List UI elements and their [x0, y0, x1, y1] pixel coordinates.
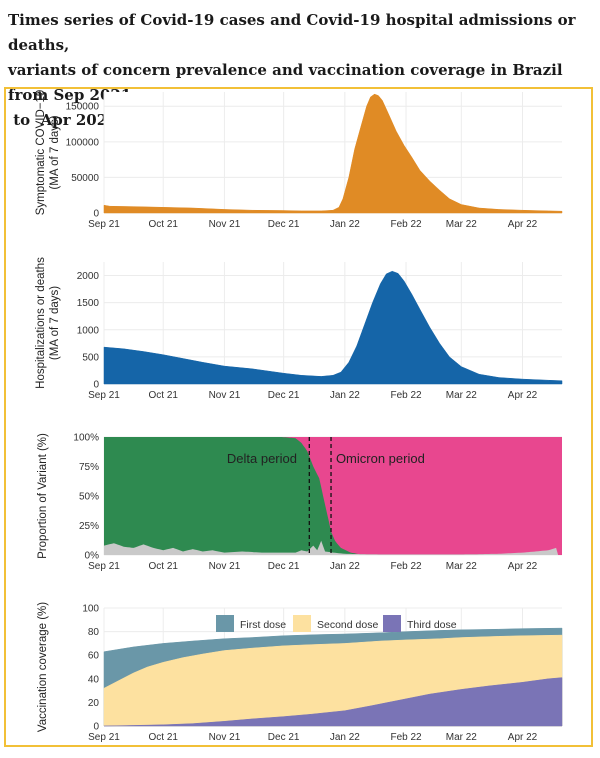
chart-cases: 0 50000 100000 150000 Sep 21 Oct 21 Nov 21 Dec …	[35, 90, 563, 230]
x-tick-label: Mar 22	[446, 561, 478, 572]
y-tick-label: 25%	[79, 521, 99, 532]
x-tick-label: Jan 22	[330, 732, 360, 743]
x-tick-label: Sep 21	[88, 390, 120, 401]
y-tick-label: 40	[88, 674, 100, 685]
x-tick-label: Dec 21	[268, 390, 300, 401]
legend-label-1: Second dose	[317, 619, 378, 631]
chart-frame	[4, 87, 593, 747]
y-tick-label: 0%	[85, 551, 100, 562]
x-tick-label: Mar 22	[446, 732, 478, 743]
x-tick-label: Oct 21	[148, 390, 178, 401]
x-tick-label: Apr 22	[508, 390, 538, 401]
x-tick-label: Mar 22	[446, 390, 478, 401]
y-tick-label: 0	[93, 209, 99, 220]
legend-label-0: First dose	[240, 619, 286, 631]
series-omicron-area	[104, 437, 562, 555]
y-tick-label: 0	[93, 722, 99, 733]
x-tick-label: Feb 22	[390, 390, 422, 401]
y-tick-label: 500	[82, 352, 99, 363]
y-tick-label: 50%	[79, 492, 99, 503]
legend-swatch-1	[293, 615, 311, 632]
series-other-area	[104, 540, 562, 555]
plot-background	[104, 92, 562, 213]
chart-hospitalizations: 0 500 1000 1500 2000 Sep 21 Oct 21 Nov 21 Dec 21…	[35, 257, 563, 401]
title-line-1: Times series of Covid-19 cases and Covid…	[8, 11, 576, 54]
y-axis-title-line-1: Hospitalizations or deaths	[35, 257, 47, 389]
y-tick-label: 100000	[66, 137, 100, 148]
series-third-dose-area	[103, 677, 563, 727]
y-axis-title-line-1: Symptomatic COVID−19	[35, 90, 47, 216]
x-tick-label: Feb 22	[390, 561, 422, 572]
x-tick-label: Oct 21	[148, 219, 178, 230]
x-tick-label: Mar 22	[446, 219, 478, 230]
y-tick-label: 50000	[71, 173, 99, 184]
x-tick-label: Sep 21	[88, 561, 120, 572]
annotation-1: Omicron period	[336, 451, 425, 466]
chart-vaccination: First dose Second dose Third dose 0 20 40 60 80…	[37, 602, 563, 743]
legend: First dose Second dose Third dose	[216, 615, 457, 632]
legend-swatch-2	[383, 615, 401, 632]
x-tick-label: Jan 22	[330, 561, 360, 572]
y-tick-label: 2000	[77, 271, 100, 282]
x-tick-label: Feb 22	[390, 732, 422, 743]
x-tick-label: Dec 21	[268, 561, 300, 572]
x-tick-label: Feb 22	[390, 219, 422, 230]
x-tick-label: Nov 21	[209, 732, 241, 743]
series-hospitalizations-area	[103, 270, 563, 385]
x-tick-label: Oct 21	[148, 561, 178, 572]
x-tick-label: Jan 22	[330, 219, 360, 230]
x-tick-label: Sep 21	[88, 219, 120, 230]
y-tick-label: 60	[88, 651, 100, 662]
x-tick-label: Nov 21	[209, 561, 241, 572]
y-tick-label: 20	[88, 698, 100, 709]
y-tick-label: 1000	[77, 325, 100, 336]
x-tick-label: Oct 21	[148, 732, 178, 743]
x-tick-label: Apr 22	[508, 219, 538, 230]
series-cases-area	[103, 93, 563, 214]
y-axis-title-line-2: (MA of 7 days)	[49, 115, 61, 189]
y-tick-label: 75%	[79, 462, 99, 473]
y-axis-title: Vaccination coverage (%)	[37, 602, 49, 732]
y-tick-label: 0	[93, 380, 99, 391]
x-tick-label: Apr 22	[508, 561, 538, 572]
y-tick-label: 150000	[66, 102, 100, 113]
legend-swatch-0	[216, 615, 234, 632]
y-tick-label: 100	[82, 604, 99, 615]
x-tick-label: Dec 21	[268, 732, 300, 743]
x-tick-label: Apr 22	[508, 732, 538, 743]
legend-label-2: Third dose	[407, 619, 457, 631]
x-tick-label: Nov 21	[209, 219, 241, 230]
x-tick-label: Nov 21	[209, 390, 241, 401]
annotation-0: Delta period	[227, 451, 297, 466]
title-line-2: variants of concern prevalence and vacci…	[8, 61, 563, 104]
x-tick-label: Jan 22	[330, 390, 360, 401]
y-tick-label: 100%	[73, 433, 99, 444]
y-axis-title: Proportion of Variant (%)	[37, 433, 49, 559]
y-tick-label: 80	[88, 627, 100, 638]
x-tick-label: Dec 21	[268, 219, 300, 230]
y-tick-label: 1500	[77, 298, 100, 309]
y-axis-title-line-2: (MA of 7 days)	[49, 286, 61, 360]
x-tick-label: Sep 21	[88, 732, 120, 743]
chart-variants: Delta period Omicron period 0% 25% 50% 75% 100…	[37, 433, 562, 572]
figure-title: Times series of Covid-19 cases and Covid…	[8, 8, 592, 133]
